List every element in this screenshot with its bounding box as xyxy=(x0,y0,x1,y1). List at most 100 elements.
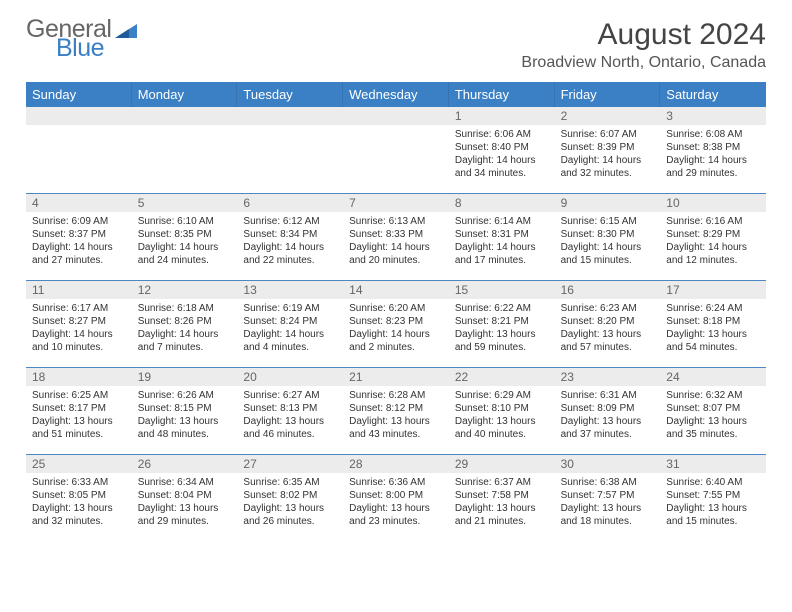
day-number: 21 xyxy=(343,368,449,386)
sunrise-text: Sunrise: 6:18 AM xyxy=(138,302,232,315)
daylight-text: Daylight: 14 hours and 20 minutes. xyxy=(349,241,443,267)
daylight-text: Daylight: 13 hours and 48 minutes. xyxy=(138,415,232,441)
sunset-text: Sunset: 8:07 PM xyxy=(666,402,760,415)
day-body: Sunrise: 6:16 AMSunset: 8:29 PMDaylight:… xyxy=(660,212,766,271)
daylight-text: Daylight: 13 hours and 15 minutes. xyxy=(666,502,760,528)
day-header-sunday: Sunday xyxy=(26,82,132,107)
sunset-text: Sunset: 8:27 PM xyxy=(32,315,126,328)
day-cell: 4Sunrise: 6:09 AMSunset: 8:37 PMDaylight… xyxy=(26,194,132,280)
day-body: Sunrise: 6:36 AMSunset: 8:00 PMDaylight:… xyxy=(343,473,449,532)
day-number: 25 xyxy=(26,455,132,473)
day-cell: 11Sunrise: 6:17 AMSunset: 8:27 PMDayligh… xyxy=(26,281,132,367)
sunrise-text: Sunrise: 6:36 AM xyxy=(349,476,443,489)
day-number: 20 xyxy=(237,368,343,386)
week-row: 18Sunrise: 6:25 AMSunset: 8:17 PMDayligh… xyxy=(26,367,766,454)
day-body: Sunrise: 6:33 AMSunset: 8:05 PMDaylight:… xyxy=(26,473,132,532)
week-row: 4Sunrise: 6:09 AMSunset: 8:37 PMDaylight… xyxy=(26,193,766,280)
daylight-text: Daylight: 13 hours and 59 minutes. xyxy=(455,328,549,354)
logo-triangle-icon xyxy=(115,20,137,45)
sunset-text: Sunset: 7:55 PM xyxy=(666,489,760,502)
day-cell: 12Sunrise: 6:18 AMSunset: 8:26 PMDayligh… xyxy=(132,281,238,367)
daylight-text: Daylight: 13 hours and 51 minutes. xyxy=(32,415,126,441)
daylight-text: Daylight: 13 hours and 21 minutes. xyxy=(455,502,549,528)
daylight-text: Daylight: 14 hours and 4 minutes. xyxy=(243,328,337,354)
daylight-text: Daylight: 14 hours and 2 minutes. xyxy=(349,328,443,354)
day-body: Sunrise: 6:17 AMSunset: 8:27 PMDaylight:… xyxy=(26,299,132,358)
sunrise-text: Sunrise: 6:29 AM xyxy=(455,389,549,402)
day-number: 30 xyxy=(555,455,661,473)
day-body: Sunrise: 6:32 AMSunset: 8:07 PMDaylight:… xyxy=(660,386,766,445)
day-body: Sunrise: 6:22 AMSunset: 8:21 PMDaylight:… xyxy=(449,299,555,358)
sunrise-text: Sunrise: 6:07 AM xyxy=(561,128,655,141)
day-number: 23 xyxy=(555,368,661,386)
day-body: Sunrise: 6:08 AMSunset: 8:38 PMDaylight:… xyxy=(660,125,766,184)
day-cell: 24Sunrise: 6:32 AMSunset: 8:07 PMDayligh… xyxy=(660,368,766,454)
daylight-text: Daylight: 14 hours and 15 minutes. xyxy=(561,241,655,267)
day-body: Sunrise: 6:25 AMSunset: 8:17 PMDaylight:… xyxy=(26,386,132,445)
day-cell: 1Sunrise: 6:06 AMSunset: 8:40 PMDaylight… xyxy=(449,107,555,193)
day-number: 19 xyxy=(132,368,238,386)
sunset-text: Sunset: 8:24 PM xyxy=(243,315,337,328)
daylight-text: Daylight: 14 hours and 7 minutes. xyxy=(138,328,232,354)
day-cell: 8Sunrise: 6:14 AMSunset: 8:31 PMDaylight… xyxy=(449,194,555,280)
day-number xyxy=(343,107,449,125)
daylight-text: Daylight: 14 hours and 34 minutes. xyxy=(455,154,549,180)
sunset-text: Sunset: 8:31 PM xyxy=(455,228,549,241)
day-body: Sunrise: 6:10 AMSunset: 8:35 PMDaylight:… xyxy=(132,212,238,271)
day-cell: 15Sunrise: 6:22 AMSunset: 8:21 PMDayligh… xyxy=(449,281,555,367)
sunset-text: Sunset: 8:40 PM xyxy=(455,141,549,154)
day-header-friday: Friday xyxy=(555,82,661,107)
day-body: Sunrise: 6:19 AMSunset: 8:24 PMDaylight:… xyxy=(237,299,343,358)
sunrise-text: Sunrise: 6:34 AM xyxy=(138,476,232,489)
day-number: 5 xyxy=(132,194,238,212)
sunset-text: Sunset: 8:05 PM xyxy=(32,489,126,502)
day-cell: 9Sunrise: 6:15 AMSunset: 8:30 PMDaylight… xyxy=(555,194,661,280)
day-cell: 30Sunrise: 6:38 AMSunset: 7:57 PMDayligh… xyxy=(555,455,661,541)
day-body: Sunrise: 6:06 AMSunset: 8:40 PMDaylight:… xyxy=(449,125,555,184)
sunset-text: Sunset: 8:09 PM xyxy=(561,402,655,415)
day-body: Sunrise: 6:34 AMSunset: 8:04 PMDaylight:… xyxy=(132,473,238,532)
location-label: Broadview North, Ontario, Canada xyxy=(521,54,766,72)
day-cell: 31Sunrise: 6:40 AMSunset: 7:55 PMDayligh… xyxy=(660,455,766,541)
day-number: 18 xyxy=(26,368,132,386)
day-cell: 5Sunrise: 6:10 AMSunset: 8:35 PMDaylight… xyxy=(132,194,238,280)
day-number: 16 xyxy=(555,281,661,299)
day-number: 7 xyxy=(343,194,449,212)
day-number: 22 xyxy=(449,368,555,386)
day-number: 15 xyxy=(449,281,555,299)
logo: General Blue xyxy=(26,18,137,59)
daylight-text: Daylight: 13 hours and 57 minutes. xyxy=(561,328,655,354)
day-body: Sunrise: 6:37 AMSunset: 7:58 PMDaylight:… xyxy=(449,473,555,532)
day-number xyxy=(132,107,238,125)
day-cell: 20Sunrise: 6:27 AMSunset: 8:13 PMDayligh… xyxy=(237,368,343,454)
sunrise-text: Sunrise: 6:19 AM xyxy=(243,302,337,315)
sunset-text: Sunset: 8:23 PM xyxy=(349,315,443,328)
daylight-text: Daylight: 13 hours and 43 minutes. xyxy=(349,415,443,441)
day-number xyxy=(26,107,132,125)
daylight-text: Daylight: 13 hours and 46 minutes. xyxy=(243,415,337,441)
day-cell: 23Sunrise: 6:31 AMSunset: 8:09 PMDayligh… xyxy=(555,368,661,454)
day-body: Sunrise: 6:24 AMSunset: 8:18 PMDaylight:… xyxy=(660,299,766,358)
day-cell: 25Sunrise: 6:33 AMSunset: 8:05 PMDayligh… xyxy=(26,455,132,541)
day-number: 27 xyxy=(237,455,343,473)
week-row: 11Sunrise: 6:17 AMSunset: 8:27 PMDayligh… xyxy=(26,280,766,367)
day-number: 17 xyxy=(660,281,766,299)
day-cell: 14Sunrise: 6:20 AMSunset: 8:23 PMDayligh… xyxy=(343,281,449,367)
day-cell: 27Sunrise: 6:35 AMSunset: 8:02 PMDayligh… xyxy=(237,455,343,541)
day-number: 4 xyxy=(26,194,132,212)
day-header-saturday: Saturday xyxy=(660,82,766,107)
sunset-text: Sunset: 8:00 PM xyxy=(349,489,443,502)
day-cell: 21Sunrise: 6:28 AMSunset: 8:12 PMDayligh… xyxy=(343,368,449,454)
day-cell: 6Sunrise: 6:12 AMSunset: 8:34 PMDaylight… xyxy=(237,194,343,280)
sunrise-text: Sunrise: 6:13 AM xyxy=(349,215,443,228)
sunset-text: Sunset: 8:18 PM xyxy=(666,315,760,328)
sunrise-text: Sunrise: 6:06 AM xyxy=(455,128,549,141)
daylight-text: Daylight: 14 hours and 10 minutes. xyxy=(32,328,126,354)
sunset-text: Sunset: 8:35 PM xyxy=(138,228,232,241)
day-cell: 26Sunrise: 6:34 AMSunset: 8:04 PMDayligh… xyxy=(132,455,238,541)
daylight-text: Daylight: 14 hours and 29 minutes. xyxy=(666,154,760,180)
day-body: Sunrise: 6:14 AMSunset: 8:31 PMDaylight:… xyxy=(449,212,555,271)
day-cell: 17Sunrise: 6:24 AMSunset: 8:18 PMDayligh… xyxy=(660,281,766,367)
sunset-text: Sunset: 8:04 PM xyxy=(138,489,232,502)
day-cell xyxy=(237,107,343,193)
